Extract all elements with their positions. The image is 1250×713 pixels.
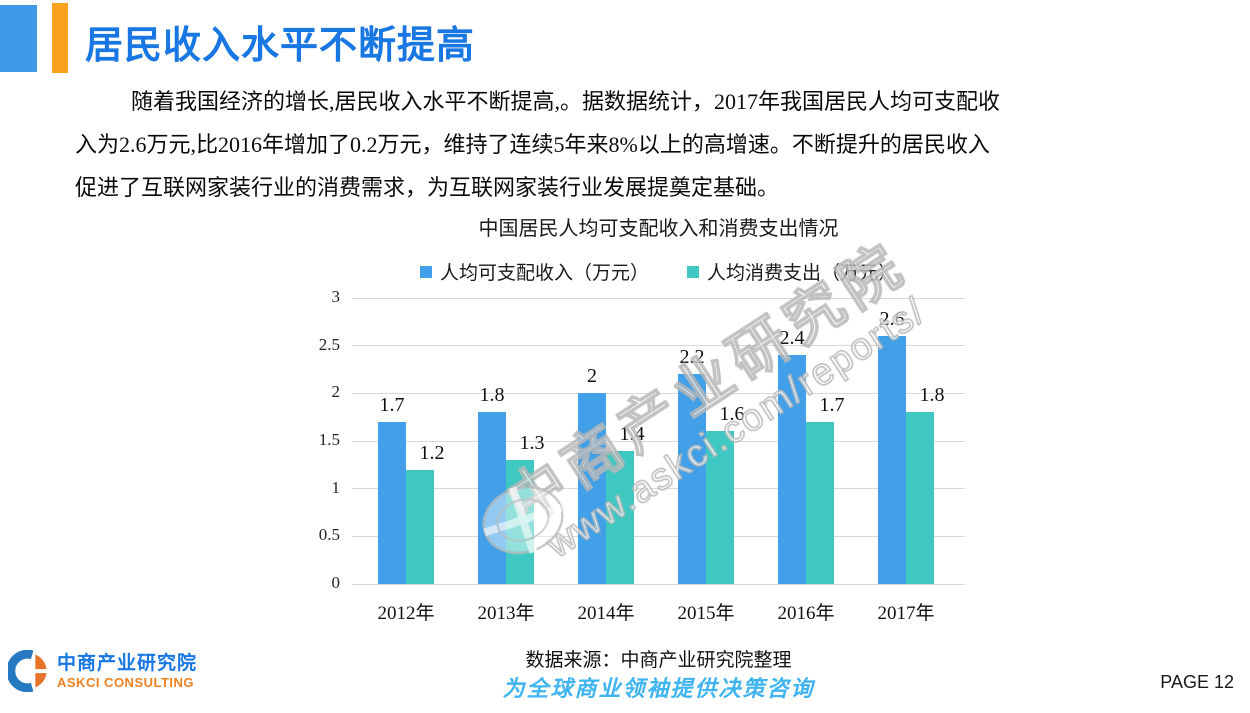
- body-line-2: 入为2.6万元,比2016年增加了0.2万元，维持了连续5年来8%以上的高增速。…: [75, 132, 990, 157]
- x-axis-tick-2013年: 2013年: [477, 603, 535, 624]
- bar-value-label-expense-2015年: 1.6: [719, 403, 745, 426]
- bar-expense-2013年: [506, 460, 534, 584]
- bar-value-label-income-2012年: 1.7: [379, 393, 405, 416]
- footer-slogan: 为全球商业领袖提供决策咨询: [502, 676, 815, 701]
- bar-income-2012年: [378, 421, 406, 584]
- gridline-2.5: [352, 345, 965, 347]
- bar-value-label-expense-2016年: 1.7: [819, 393, 845, 416]
- y-axis-tick-0.5: 0.5: [318, 525, 340, 545]
- logo-text-en: ASKCI CONSULTING: [57, 674, 195, 690]
- body-line-1: 随着我国经济的增长,居民收入水平不断提高,。据数据统计，2017年我国居民人均可…: [131, 89, 1001, 114]
- bar-value-label-income-2013年: 1.8: [479, 384, 505, 407]
- legend-label-consumption: 人均消费支出（万元）: [707, 263, 898, 284]
- bar-income-2015年: [678, 374, 706, 584]
- x-axis-tick-2016年: 2016年: [777, 603, 835, 624]
- bar-income-2016年: [778, 355, 806, 584]
- bar-expense-2015年: [706, 431, 734, 584]
- title-accent-bar-icon: [52, 3, 68, 73]
- bar-income-2014年: [578, 393, 606, 584]
- y-axis-tick-0: 0: [331, 573, 341, 592]
- bar-value-label-income-2014年: 2: [587, 365, 597, 388]
- legend-label-disposable-income: 人均可支配收入（万元）: [439, 263, 649, 284]
- gridline-2: [352, 392, 965, 394]
- y-axis-tick-3: 3: [331, 287, 341, 306]
- bar-chart-plot: 中商产业研究院 www.askci.com/reports/ 0 0.5 1 1.5 2…: [319, 229, 965, 624]
- bar-value-label-income-2015年: 2.2: [679, 346, 705, 369]
- chart-title: 中国居民人均可支配收入和消费支出情况: [478, 218, 839, 240]
- gridline-1.5: [352, 440, 965, 442]
- bar-value-label-expense-2017年: 1.8: [919, 384, 945, 407]
- bar-value-label-income-2017年: 2.6: [879, 308, 905, 331]
- legend-item-consumption: 人均消费支出（万元）: [687, 258, 897, 285]
- x-axis-tick-2017年: 2017年: [877, 603, 935, 624]
- gridline-1: [352, 488, 965, 490]
- logo-text-block: 中商产业研究院 ASKCI CONSULTING: [57, 653, 197, 690]
- page-title: 居民收入水平不断提高: [85, 25, 476, 67]
- bar-value-label-expense-2013年: 1.3: [519, 432, 545, 455]
- y-axis-tick-2: 2: [331, 382, 341, 402]
- y-axis-tick-2.5: 2.5: [318, 334, 340, 354]
- bar-value-label-expense-2012年: 1.2: [419, 441, 445, 464]
- page-number: PAGE 12: [1160, 672, 1234, 692]
- y-axis-tick-1: 1: [331, 477, 341, 497]
- bar-income-2017年: [878, 336, 906, 584]
- bar-expense-2014年: [606, 450, 634, 584]
- x-axis-tick-2014年: 2014年: [577, 603, 635, 624]
- y-axis-tick-1.5: 1.5: [318, 430, 340, 449]
- bar-expense-2012年: [406, 469, 434, 584]
- legend-swatch-teal-icon: [687, 265, 699, 278]
- legend-swatch-blue-icon: [419, 265, 432, 278]
- bar-value-label-income-2016年: 2.4: [779, 327, 805, 350]
- askci-logo-icon: [8, 650, 47, 692]
- legend-item-disposable-income: 人均可支配收入（万元）: [419, 258, 649, 285]
- chart-legend: 人均可支配收入（万元） 人均消费支出（万元）: [352, 258, 965, 285]
- x-axis-tick-2015年: 2015年: [677, 603, 735, 624]
- gridline-0.5: [352, 535, 965, 537]
- gridline-3: [352, 297, 965, 299]
- data-source: 数据来源：中商产业研究院整理: [525, 650, 792, 671]
- title-accent-square-icon: [0, 5, 37, 72]
- bar-expense-2017年: [906, 412, 934, 584]
- body-paragraph: 随着我国经济的增长,居民收入水平不断提高,。据数据统计，2017年我国居民人均可…: [75, 80, 1187, 209]
- logo-text-cn: 中商产业研究院: [57, 652, 198, 674]
- body-line-3: 促进了互联网家装行业的消费需求，为互联网家装行业发展提奠定基础。: [75, 175, 780, 200]
- x-axis-tick-2012年: 2012年: [377, 603, 435, 624]
- bar-expense-2016年: [806, 421, 834, 584]
- bar-value-label-expense-2014年: 1.4: [619, 422, 645, 445]
- gridline-0: [352, 583, 965, 585]
- company-logo: 中商产业研究院 ASKCI CONSULTING: [8, 650, 197, 692]
